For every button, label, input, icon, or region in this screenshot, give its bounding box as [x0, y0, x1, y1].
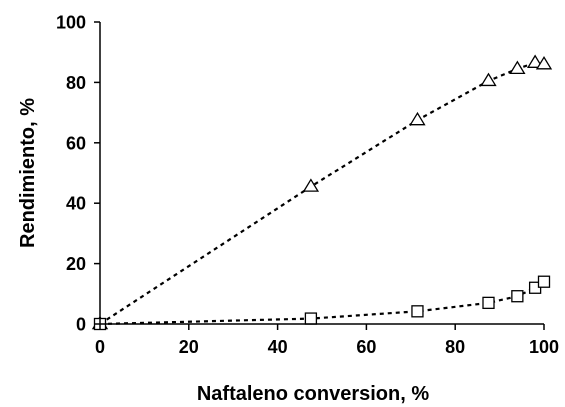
triangle-marker: [409, 111, 426, 126]
x-axis-title: Naftaleno conversion, %: [197, 383, 429, 405]
trend-line: [99, 280, 545, 326]
y-tick-label: 60: [66, 133, 86, 153]
y-tick-label: 100: [56, 13, 86, 33]
triangle-marker: [302, 178, 320, 192]
x-tick-label: 100: [529, 337, 559, 357]
x-tick-label: 80: [445, 337, 465, 357]
y-tick-label: 0: [76, 315, 86, 335]
square-marker: [537, 275, 551, 288]
triangle-marker: [526, 54, 544, 68]
x-tick-label: 60: [356, 337, 376, 357]
x-tick-label: 40: [268, 337, 288, 357]
x-tick-label: 0: [95, 337, 105, 357]
x-axis: 0 20 40 60 80 100: [95, 323, 559, 357]
series-triangle: [91, 54, 553, 330]
triangle-marker: [509, 60, 526, 75]
square-marker: [482, 296, 495, 310]
trend-line: [99, 61, 545, 325]
y-axis: 0 20 40 60 80 100: [56, 13, 101, 335]
plot-area: [91, 54, 553, 331]
x-tick-label: 20: [179, 337, 199, 357]
square-marker: [411, 305, 424, 318]
y-tick-label: 40: [66, 194, 86, 214]
y-tick-label: 20: [66, 254, 86, 274]
triangle-marker: [535, 56, 553, 70]
triangle-marker: [480, 72, 497, 87]
y-axis-title: Rendimiento, %: [17, 98, 39, 248]
square-marker: [304, 312, 318, 325]
square-marker: [511, 290, 524, 303]
y-tick-label: 80: [66, 73, 86, 93]
